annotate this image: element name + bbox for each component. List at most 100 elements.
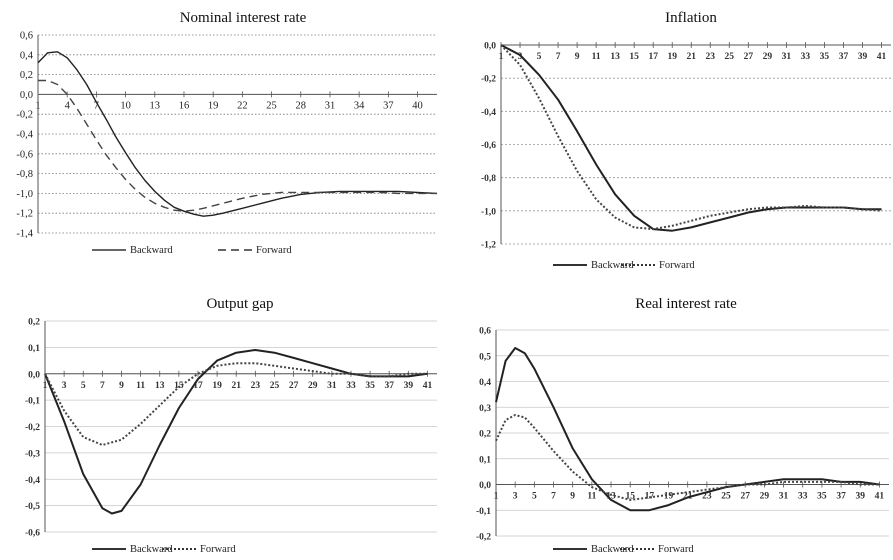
x-tick-label: 7 — [100, 381, 105, 391]
x-tick-label: 5 — [532, 492, 537, 502]
x-tick-label: 34 — [354, 100, 365, 111]
legend-label-forward: Forward — [658, 544, 694, 555]
x-tick-label: 7 — [94, 100, 99, 111]
y-tick-label: 0,6 — [20, 31, 33, 42]
x-tick-label: 23 — [702, 492, 712, 502]
x-tick-label: 1 — [499, 52, 504, 62]
x-tick-label: 28 — [296, 100, 307, 111]
legend-label-backward: Backward — [130, 245, 173, 256]
x-tick-label: 11 — [136, 381, 145, 391]
legend-label-backward: Backward — [130, 544, 173, 555]
y-tick-label: -0,1 — [476, 507, 491, 517]
x-tick-label: 13 — [610, 52, 620, 62]
x-tick-label: 4 — [65, 100, 71, 111]
x-tick-label: 29 — [763, 52, 773, 62]
y-tick-label: 0,0 — [28, 370, 40, 380]
y-tick-label: -0,6 — [16, 149, 33, 160]
x-tick-label: 3 — [513, 492, 518, 502]
y-tick-label: -1,4 — [16, 229, 33, 240]
x-tick-label: 27 — [289, 381, 299, 391]
y-tick-label: 0,2 — [479, 430, 491, 440]
x-tick-label: 31 — [782, 52, 792, 62]
legend-label-forward: Forward — [256, 245, 292, 256]
x-tick-label: 19 — [664, 492, 674, 502]
y-tick-label: -0,8 — [16, 169, 33, 180]
series-line-backward — [37, 51, 438, 217]
x-tick-label: 23 — [706, 52, 716, 62]
x-tick-label: 31 — [327, 381, 337, 391]
y-tick-label: 0,3 — [479, 404, 491, 414]
x-tick-label: 7 — [551, 492, 556, 502]
x-tick-label: 5 — [537, 52, 542, 62]
x-tick-label: 17 — [648, 52, 658, 62]
y-tick-label: -1,0 — [16, 189, 33, 200]
x-tick-label: 19 — [208, 100, 219, 111]
x-tick-label: 39 — [404, 381, 414, 391]
series-line-forward — [38, 79, 437, 212]
x-tick-label: 25 — [266, 100, 277, 111]
real-interest-rate-chart: Real interest rate 0,6 0,5 0,4 0,3 0,2 0,1 0,0… — [476, 296, 889, 555]
chart-title: Nominal interest rate — [180, 10, 307, 26]
y-tick-label: -0,6 — [25, 529, 40, 539]
output-gap-chart: Output gap 0,2 0,1 0,0 -0,1 -0,2 -0,3 -0,4 -0,5… — [25, 296, 437, 555]
x-tick-label: 25 — [270, 381, 280, 391]
y-tick-label: -0,2 — [481, 75, 496, 85]
y-tick-label: -0,2 — [16, 110, 33, 121]
series-line-backward — [495, 347, 880, 512]
x-tick-label: 11 — [592, 52, 601, 62]
y-tick-label: 0,0 — [484, 42, 496, 52]
x-tick-label: 1 — [43, 381, 48, 391]
x-tick-label: 7 — [556, 52, 561, 62]
x-tick-label: 35 — [820, 52, 830, 62]
x-tick-label: 22 — [237, 100, 248, 111]
y-tick-label: 0,1 — [479, 455, 491, 465]
x-tick-label: 41 — [423, 381, 433, 391]
y-tick-label: -0,8 — [481, 174, 496, 184]
x-tick-label: 19 — [667, 52, 677, 62]
x-tick-label: 1 — [494, 492, 499, 502]
legend-label-forward: Forward — [200, 544, 236, 555]
y-tick-label: -0,4 — [16, 130, 33, 141]
x-tick-label: 21 — [231, 381, 241, 391]
y-tick-label: -0,5 — [25, 502, 40, 512]
chart-title: Inflation — [665, 10, 717, 26]
x-tick-label: 33 — [798, 492, 808, 502]
x-tick-label: 37 — [839, 52, 849, 62]
y-tick-label: 0,0 — [479, 481, 491, 491]
x-tick-label: 15 — [625, 492, 635, 502]
x-tick-label: 37 — [383, 100, 394, 111]
y-tick-label: 0,4 — [479, 378, 491, 388]
chart-title: Real interest rate — [635, 296, 737, 312]
x-tick-label: 19 — [212, 381, 222, 391]
y-tick-label: -0,2 — [476, 533, 491, 543]
x-tick-label: 39 — [855, 492, 865, 502]
x-tick-label: 37 — [384, 381, 394, 391]
x-tick-label: 17 — [193, 381, 203, 391]
y-tick-label: -0,4 — [25, 476, 40, 486]
y-tick-label: -0,3 — [25, 449, 40, 459]
x-tick-label: 33 — [801, 52, 811, 62]
x-tick-label: 23 — [251, 381, 261, 391]
y-tick-label: 0,6 — [479, 327, 491, 337]
x-tick-label: 3 — [518, 52, 523, 62]
x-tick-label: 39 — [858, 52, 868, 62]
x-tick-label: 15 — [629, 52, 639, 62]
y-tick-label: -1,0 — [481, 207, 496, 217]
x-tick-label: 5 — [81, 381, 86, 391]
x-tick-label: 13 — [155, 381, 165, 391]
x-tick-label: 35 — [365, 381, 375, 391]
y-tick-label: 0,2 — [28, 318, 40, 328]
x-tick-label: 25 — [721, 492, 731, 502]
x-tick-label: 13 — [150, 100, 161, 111]
chart-title: Output gap — [206, 296, 273, 312]
y-tick-label: -0,6 — [481, 141, 496, 151]
series-line-forward — [495, 414, 880, 501]
x-tick-label: 16 — [179, 100, 190, 111]
x-tick-label: 41 — [875, 492, 885, 502]
y-tick-label: -1,2 — [16, 209, 33, 220]
x-tick-label: 9 — [119, 381, 124, 391]
y-tick-label: -0,4 — [481, 108, 496, 118]
y-tick-label: -0,2 — [25, 423, 40, 433]
inflation-chart: Inflation 0,0-0,2-0,4-0,6-0,8-1,0-1,21 3 5… — [481, 10, 891, 271]
x-tick-label: 33 — [346, 381, 356, 391]
